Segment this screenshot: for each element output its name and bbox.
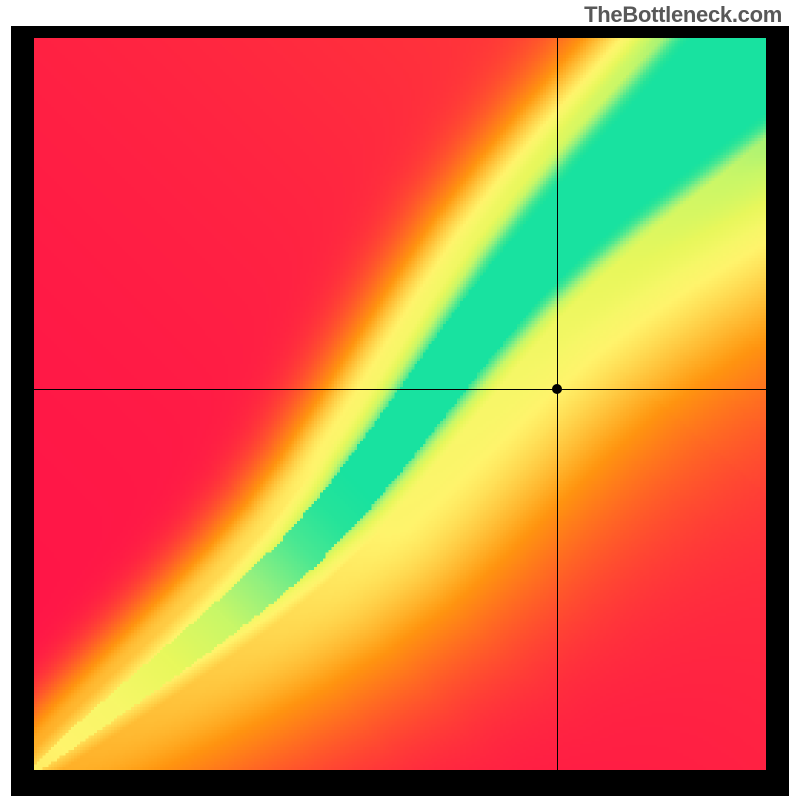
bottleneck-heatmap [34,38,766,770]
operating-point-marker [552,384,562,394]
crosshair-horizontal [34,389,766,390]
watermark-text: TheBottleneck.com [584,2,782,28]
chart-outer-frame [11,26,789,796]
crosshair-vertical [557,38,558,770]
chart-container: TheBottleneck.com [0,0,800,800]
